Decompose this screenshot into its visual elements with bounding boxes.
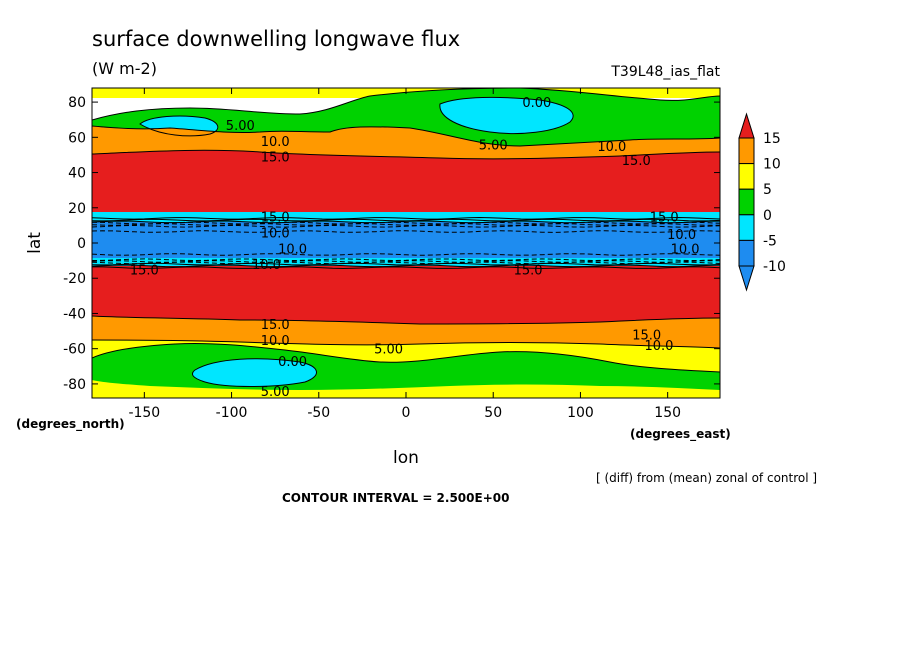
- x-tick-label: 100: [567, 405, 594, 421]
- contour-interval: CONTOUR INTERVAL = 2.500E+00: [282, 491, 509, 505]
- contour-label: 15.0: [261, 318, 290, 333]
- region-south-cyan: [192, 358, 317, 387]
- contour-label: 15.0: [650, 211, 679, 226]
- colorbar-label: 0: [763, 208, 772, 224]
- equatorial-contour-line: [92, 221, 720, 225]
- x-tick-label: 50: [484, 405, 502, 421]
- equatorial-contour-line: [92, 230, 720, 233]
- band-equator-blue: [92, 222, 720, 260]
- contour-label: 10.0: [644, 339, 673, 354]
- contour-south-15: [92, 315, 720, 325]
- x-tick-label: -50: [307, 405, 330, 421]
- contour-label: 10.0: [667, 228, 696, 243]
- equatorial-contour-line: [92, 261, 720, 265]
- contour-label: 10.0: [252, 258, 281, 273]
- colorbar-segment: [738, 137, 755, 165]
- y-tick-label: 20: [68, 201, 86, 217]
- contour-south-5: [92, 342, 720, 373]
- contour-north-west-cyan-edge: [139, 115, 219, 137]
- equatorial-contour-line: [92, 260, 720, 263]
- contour-label: 15.0: [130, 263, 159, 278]
- region-north-red: [92, 150, 720, 214]
- contour-label: 5.00: [374, 343, 403, 358]
- y-units-label: (degrees_north): [16, 417, 125, 432]
- contour-label: 5.00: [479, 138, 508, 153]
- contour-label: 15.0: [632, 329, 661, 344]
- y-tick-label: 60: [68, 130, 86, 146]
- equatorial-contour-line: [92, 224, 720, 228]
- equatorial-contour-line: [92, 266, 720, 270]
- colorbar: 15 10 5 0 -5 -10: [738, 112, 786, 292]
- colorbar-label: 10: [763, 157, 781, 173]
- contour-label: 10.0: [671, 242, 700, 257]
- x-tick-label: 0: [402, 405, 411, 421]
- equatorial-contours: [92, 216, 720, 270]
- region-south-orange: [92, 316, 720, 348]
- diff-note: [ (diff) from (mean) zonal of control ]: [596, 471, 817, 485]
- equatorial-contour-line: [92, 253, 720, 256]
- contour-label: 15.0: [622, 154, 651, 169]
- contour-label: 15.0: [261, 211, 290, 226]
- y-tick-label: -60: [63, 342, 86, 358]
- y-tick-label: -40: [63, 306, 86, 322]
- contour-label: 15.0: [261, 151, 290, 166]
- contour-label: 10.0: [261, 334, 290, 349]
- contour-south-10: [92, 339, 720, 349]
- chart-units: (W m-2): [92, 59, 157, 78]
- contour-north-cyan-edge: [439, 96, 574, 134]
- experiment-label: T39L48_ias_flat: [610, 64, 720, 80]
- contour-label: 10.0: [597, 140, 626, 155]
- contour-label: 0.00: [522, 96, 551, 111]
- x-tick-label: 150: [654, 405, 681, 421]
- x-axis-label: lon: [393, 448, 419, 468]
- contour-north-green-edge: [92, 88, 720, 121]
- equatorial-contour-line: [92, 264, 720, 268]
- colorbar-min-arrow: [738, 265, 755, 292]
- y-tick-label: 0: [77, 236, 86, 252]
- contour-label: 5.00: [226, 119, 255, 134]
- contour-north-15: [92, 149, 720, 160]
- contour-label: 10.0: [261, 226, 290, 241]
- colorbar-segment: [738, 163, 755, 190]
- contour-label: 0.00: [278, 355, 307, 370]
- colorbar-segment: [738, 188, 755, 216]
- equatorial-contour-line: [92, 216, 720, 220]
- colorbar-segment: [738, 239, 755, 267]
- y-axis-label: lat: [25, 232, 45, 254]
- region-south-red: [92, 266, 720, 324]
- contour-south-cyan-edge: [192, 358, 317, 387]
- colorbar-label: -5: [763, 233, 777, 249]
- equatorial-contour-line: [92, 258, 720, 262]
- contour-label: 10.0: [278, 242, 307, 257]
- region-north-cyan: [439, 97, 574, 134]
- x-tick-label: -150: [128, 405, 160, 421]
- band-north-transition: [92, 212, 720, 222]
- y-tick-label: 40: [68, 166, 86, 182]
- x-tick-label: -100: [216, 405, 248, 421]
- contour-label: 5.00: [261, 385, 290, 400]
- region-north-high-green: [92, 88, 720, 146]
- y-tick-label: -20: [63, 271, 86, 287]
- chart-title: surface downwelling longwave flux: [92, 27, 460, 51]
- x-units-label: (degrees_east): [630, 427, 731, 442]
- y-tick-label: 80: [68, 95, 86, 111]
- contour-label: 15.0: [514, 263, 543, 278]
- colorbar-segment: [738, 214, 755, 241]
- colorbar-max-arrow: [738, 112, 755, 139]
- y-tick-label: -80: [63, 377, 86, 393]
- colorbar-label: -10: [763, 259, 786, 275]
- contour-label: 10.0: [261, 135, 290, 150]
- contour-north-10: [92, 125, 720, 147]
- colorbar-label: 15: [763, 131, 781, 147]
- colorbar-label: 5: [763, 182, 772, 198]
- plot-area: [92, 88, 720, 398]
- contour-lines: [92, 88, 720, 387]
- axes: -150 -100 -50 0 50 100 150 -80 -60 -40 -20 0 20 40 60 8…: [63, 88, 720, 421]
